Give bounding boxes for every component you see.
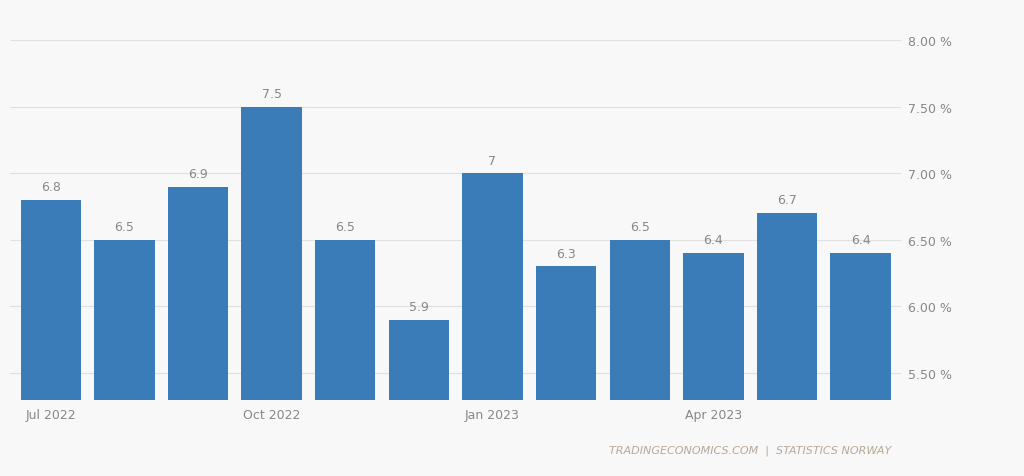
Bar: [168, 187, 228, 476]
Bar: [389, 320, 450, 476]
Bar: [20, 200, 81, 476]
Bar: [757, 214, 817, 476]
Bar: [536, 267, 596, 476]
Bar: [94, 240, 155, 476]
Text: 6.5: 6.5: [115, 221, 134, 234]
Text: 5.9: 5.9: [409, 300, 429, 313]
Text: TRADINGECONOMICS.COM  |  STATISTICS NORWAY: TRADINGECONOMICS.COM | STATISTICS NORWAY: [608, 444, 891, 455]
Bar: [242, 108, 302, 476]
Text: 6.4: 6.4: [851, 234, 870, 247]
Text: 6.7: 6.7: [777, 194, 797, 207]
Text: 6.8: 6.8: [41, 181, 60, 194]
Bar: [830, 254, 891, 476]
Text: 6.5: 6.5: [630, 221, 649, 234]
Text: 7.5: 7.5: [261, 88, 282, 101]
Bar: [315, 240, 376, 476]
Text: 6.5: 6.5: [335, 221, 355, 234]
Text: 7: 7: [488, 154, 497, 167]
Text: 6.4: 6.4: [703, 234, 723, 247]
Text: 6.3: 6.3: [556, 247, 575, 260]
Bar: [609, 240, 670, 476]
Bar: [683, 254, 743, 476]
Bar: [462, 174, 522, 476]
Text: 6.9: 6.9: [188, 168, 208, 180]
